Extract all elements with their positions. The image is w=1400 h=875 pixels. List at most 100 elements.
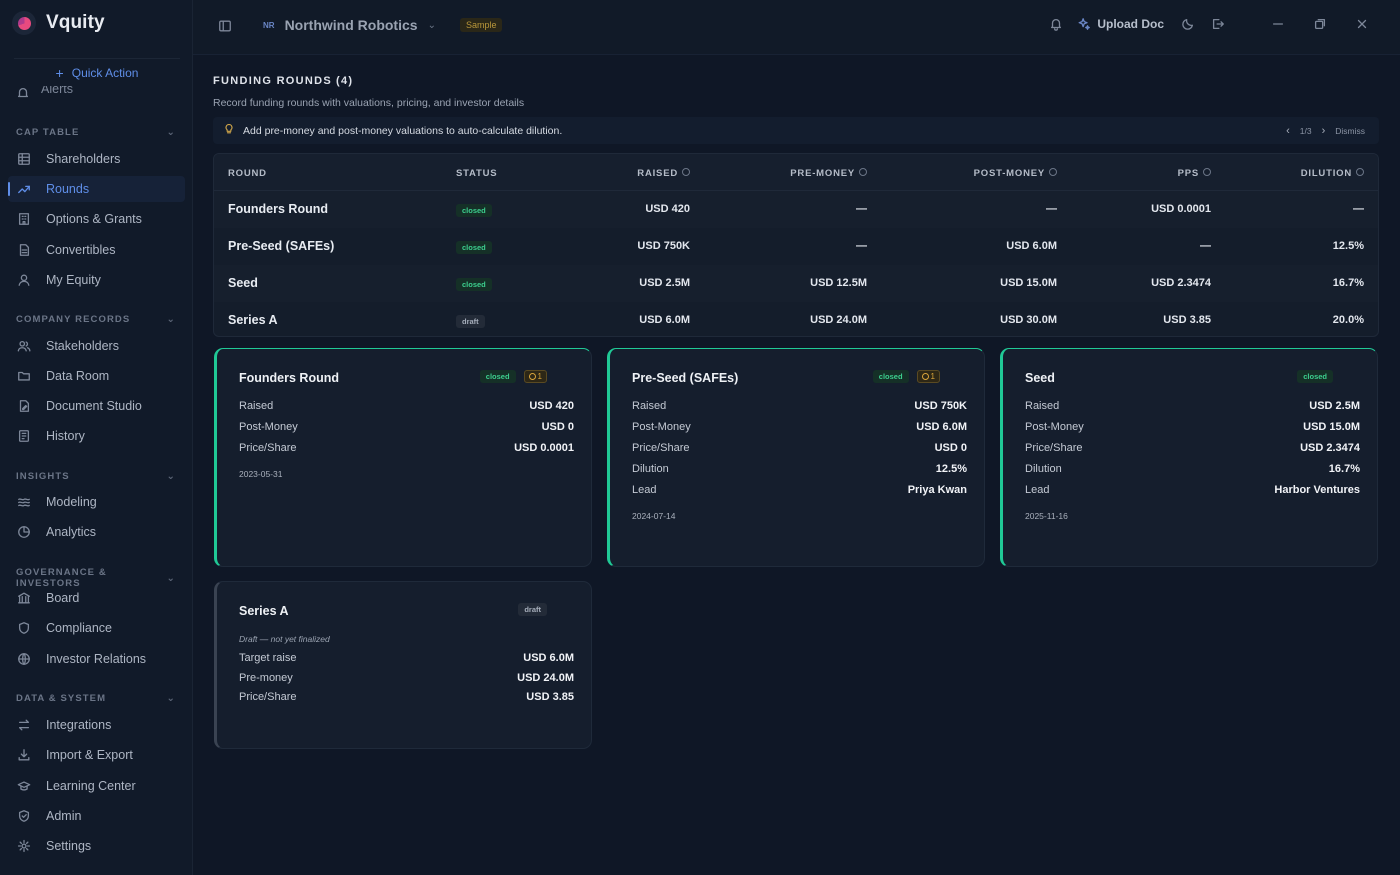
section-insights[interactable]: INSIGHTS ⌄: [16, 471, 176, 482]
company-name: Northwind Robotics: [284, 17, 418, 33]
sidebar-item-analytics[interactable]: Analytics: [8, 519, 185, 545]
table-row[interactable]: Founders Round closed USD 420 — — USD 0.…: [214, 191, 1378, 228]
sidebar-item-settings[interactable]: Settings: [8, 833, 185, 859]
sidebar-item-compliance[interactable]: Compliance: [8, 615, 185, 641]
upload-doc-button[interactable]: Upload Doc: [1077, 17, 1164, 31]
col-raised[interactable]: RAISED: [637, 168, 690, 179]
post-money-value: —: [1046, 203, 1057, 215]
round-name[interactable]: Founders Round: [228, 202, 328, 216]
chevron-left-icon[interactable]: ‹: [1286, 124, 1290, 137]
topbar-actions: Upload Doc: [1049, 17, 1400, 31]
info-icon[interactable]: [859, 168, 867, 176]
round-card[interactable]: Founders Round closed 1 Raised USD 420 Po…: [214, 348, 592, 567]
table-row[interactable]: Pre-Seed (SAFEs) closed USD 750K — USD 6…: [214, 228, 1378, 265]
sidebar-item-import-export[interactable]: Import & Export: [8, 742, 185, 768]
tip-banner: Add pre-money and post-money valuations …: [213, 117, 1379, 144]
info-icon[interactable]: [1049, 168, 1057, 176]
col-post-money[interactable]: POST-MONEY: [974, 168, 1057, 179]
round-name[interactable]: Pre-Seed (SAFEs): [228, 239, 335, 253]
tip-page-indicator: 1/3: [1299, 125, 1312, 136]
sidebar-item-integrations[interactable]: Integrations: [8, 712, 185, 738]
restore-icon[interactable]: [1313, 17, 1327, 31]
round-name[interactable]: Seed: [228, 276, 258, 290]
logout-icon[interactable]: [1211, 17, 1225, 31]
sidebar-item-stakeholders[interactable]: Stakeholders: [8, 333, 185, 359]
sidebar-item-investor-relations[interactable]: Investor Relations: [8, 646, 185, 672]
sidebar-item-document-studio[interactable]: Document Studio: [8, 393, 185, 419]
section-company-records[interactable]: COMPANY RECORDS ⌄: [16, 314, 176, 325]
dismiss-tip-button[interactable]: Dismiss: [1335, 125, 1365, 136]
table-row[interactable]: Series A draft USD 6.0M USD 24.0M USD 30…: [214, 302, 1378, 336]
card-badges: closed 1: [872, 370, 940, 383]
pre-money-value: —: [856, 240, 867, 252]
card-title: Pre-Seed (SAFEs): [632, 371, 739, 385]
pre-money-value: USD 24.0M: [810, 314, 867, 326]
dilution-value: 16.7%: [1332, 277, 1364, 289]
col-status[interactable]: STATUS: [456, 168, 498, 179]
chevron-right-icon[interactable]: ›: [1321, 124, 1326, 137]
pie-chart-icon: [16, 524, 32, 540]
round-card[interactable]: Seed closed Raised USD 2.5M Post-Money U…: [1000, 348, 1378, 567]
sidebar-item-modeling[interactable]: Modeling: [8, 489, 185, 515]
arrows-swap-icon: [16, 717, 32, 733]
section-governance[interactable]: GOVERNANCE & INVESTORS ⌄: [16, 567, 176, 589]
card-field: Raised USD 2.5M: [1025, 400, 1360, 412]
bell-icon[interactable]: [1049, 17, 1063, 31]
card-field: Price/Share USD 0: [632, 442, 967, 454]
post-money-value: USD 15.0M: [1000, 277, 1057, 289]
building-icon: [16, 211, 32, 227]
sidebar-item-admin[interactable]: Admin: [8, 803, 185, 829]
card-field: Price/Share USD 2.3474: [1025, 442, 1360, 454]
minimize-icon[interactable]: [1271, 17, 1285, 31]
pps-value: USD 2.3474: [1151, 277, 1211, 289]
card-field: Post-Money USD 6.0M: [632, 421, 967, 433]
info-icon[interactable]: [682, 168, 690, 176]
tip-pager: ‹ 1/3 › Dismiss: [1286, 125, 1365, 137]
sidebar-item-data-room[interactable]: Data Room: [8, 363, 185, 389]
alert-circle-icon: [921, 373, 929, 380]
sidebar-item-history[interactable]: History: [8, 423, 185, 449]
card-title: Series A: [239, 604, 289, 618]
alert-badge[interactable]: 1: [916, 370, 940, 383]
history-icon: [16, 428, 32, 444]
alert-circle-icon: [528, 373, 536, 380]
company-switcher[interactable]: NR Northwind Robotics ⌄ Sample: [263, 17, 503, 33]
pps-value: USD 0.0001: [1151, 203, 1211, 215]
info-icon[interactable]: [1356, 168, 1364, 176]
sidebar-item-alerts[interactable]: Alerts: [16, 86, 73, 100]
alert-badge[interactable]: 1: [523, 370, 547, 383]
col-pps[interactable]: PPS: [1178, 168, 1211, 179]
col-dilution[interactable]: DILUTION: [1301, 168, 1364, 179]
info-icon[interactable]: [1203, 168, 1211, 176]
section-data-system[interactable]: DATA & SYSTEM ⌄: [16, 693, 176, 704]
card-field: Raised USD 420: [239, 400, 574, 412]
card-date: 2024-07-14: [632, 511, 676, 521]
round-card[interactable]: Pre-Seed (SAFEs) closed 1 Raised USD 750K…: [607, 348, 985, 567]
moon-icon[interactable]: [1181, 17, 1195, 31]
users-icon: [16, 338, 32, 354]
graduation-cap-icon: [16, 778, 32, 794]
sidebar-item-my-equity[interactable]: My Equity: [8, 267, 185, 293]
sidebar-item-convertibles[interactable]: Convertibles: [8, 237, 185, 263]
brand[interactable]: Vquity: [12, 11, 105, 35]
card-field: Lead Priya Kwan: [632, 484, 967, 496]
close-icon[interactable]: [1355, 17, 1369, 31]
sidebar-item-options-grants[interactable]: Options & Grants: [8, 206, 185, 232]
sidebar-toggle-icon[interactable]: [218, 19, 232, 38]
sidebar-item-board[interactable]: Board: [8, 585, 185, 611]
sidebar-item-learning-center[interactable]: Learning Center: [8, 773, 185, 799]
sidebar-item-shareholders[interactable]: Shareholders: [8, 146, 185, 172]
status-badge: closed: [1297, 370, 1333, 383]
card-field: Raised USD 750K: [632, 400, 967, 412]
table-row[interactable]: Seed closed USD 2.5M USD 12.5M USD 15.0M…: [214, 265, 1378, 302]
card-title: Founders Round: [239, 371, 339, 385]
round-card[interactable]: Series A draft Draft — not yet finalized …: [214, 581, 592, 749]
status-badge: closed: [479, 370, 516, 383]
col-round[interactable]: ROUND: [228, 168, 267, 179]
col-pre-money[interactable]: PRE-MONEY: [790, 168, 867, 179]
rounds-table: ROUND STATUS RAISED PRE-MONEY POST-MONEY…: [213, 153, 1379, 337]
round-name[interactable]: Series A: [228, 313, 278, 327]
quick-action-button[interactable]: + Quick Action: [14, 58, 180, 86]
section-cap-table[interactable]: CAP TABLE ⌄: [16, 127, 176, 138]
sidebar-item-rounds[interactable]: Rounds: [8, 176, 185, 202]
